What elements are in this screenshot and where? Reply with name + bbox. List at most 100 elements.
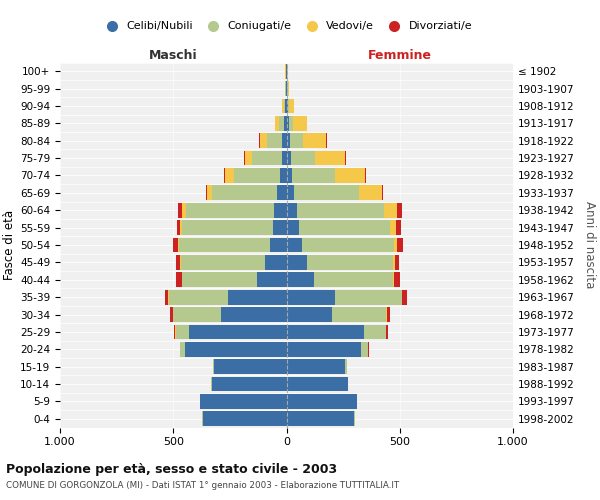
Bar bbox=[211, 376, 212, 392]
Bar bbox=[290, 134, 304, 148]
Bar bbox=[283, 134, 287, 148]
Bar bbox=[403, 290, 407, 304]
Bar bbox=[287, 81, 288, 96]
Bar bbox=[359, 186, 382, 200]
Bar bbox=[173, 307, 221, 322]
Bar bbox=[278, 116, 284, 130]
Bar bbox=[288, 81, 289, 96]
Y-axis label: Anni di nascita: Anni di nascita bbox=[583, 202, 596, 288]
Bar bbox=[203, 412, 287, 426]
Bar bbox=[296, 203, 384, 218]
Bar bbox=[273, 220, 287, 235]
Bar bbox=[286, 81, 287, 96]
Bar bbox=[299, 220, 389, 235]
Text: Femmine: Femmine bbox=[368, 48, 432, 62]
Bar bbox=[332, 307, 386, 322]
Bar bbox=[170, 307, 173, 322]
Bar bbox=[182, 272, 257, 287]
Bar bbox=[287, 307, 332, 322]
Bar bbox=[260, 134, 266, 148]
Bar bbox=[235, 168, 280, 183]
Bar bbox=[214, 360, 287, 374]
Bar bbox=[284, 98, 286, 114]
Bar bbox=[280, 168, 287, 183]
Bar bbox=[347, 376, 349, 392]
Bar bbox=[289, 98, 294, 114]
Bar bbox=[176, 255, 181, 270]
Bar bbox=[244, 150, 245, 166]
Bar bbox=[335, 290, 402, 304]
Bar bbox=[283, 98, 284, 114]
Bar bbox=[174, 324, 175, 340]
Bar bbox=[207, 186, 212, 200]
Bar bbox=[284, 116, 287, 130]
Bar bbox=[212, 376, 287, 392]
Bar bbox=[287, 272, 314, 287]
Bar bbox=[287, 134, 290, 148]
Bar bbox=[266, 134, 283, 148]
Bar bbox=[182, 203, 186, 218]
Bar bbox=[287, 186, 295, 200]
Bar bbox=[287, 168, 292, 183]
Bar bbox=[269, 238, 287, 252]
Bar bbox=[221, 307, 287, 322]
Bar bbox=[245, 150, 252, 166]
Bar bbox=[281, 150, 287, 166]
Bar bbox=[287, 412, 355, 426]
Bar bbox=[265, 255, 287, 270]
Bar bbox=[386, 307, 390, 322]
Bar bbox=[274, 203, 287, 218]
Bar bbox=[226, 168, 235, 183]
Bar bbox=[287, 220, 299, 235]
Bar bbox=[287, 360, 346, 374]
Bar bbox=[386, 324, 388, 340]
Bar bbox=[293, 116, 307, 130]
Bar bbox=[176, 324, 189, 340]
Bar bbox=[287, 238, 302, 252]
Bar bbox=[186, 203, 274, 218]
Bar bbox=[185, 342, 287, 356]
Bar bbox=[361, 342, 368, 356]
Bar bbox=[287, 255, 307, 270]
Bar bbox=[384, 203, 397, 218]
Text: COMUNE DI GORGONZOLA (MI) - Dati ISTAT 1° gennaio 2003 - Elaborazione TUTTITALIA: COMUNE DI GORGONZOLA (MI) - Dati ISTAT 1… bbox=[6, 481, 399, 490]
Bar bbox=[287, 342, 361, 356]
Bar bbox=[200, 394, 287, 409]
Bar bbox=[287, 376, 347, 392]
Bar bbox=[286, 98, 287, 114]
Bar bbox=[316, 150, 345, 166]
Bar bbox=[181, 220, 182, 235]
Bar bbox=[257, 272, 287, 287]
Y-axis label: Fasce di età: Fasce di età bbox=[3, 210, 16, 280]
Bar bbox=[397, 238, 403, 252]
Bar bbox=[345, 150, 346, 166]
Bar bbox=[346, 360, 347, 374]
Bar bbox=[289, 116, 293, 130]
Text: Popolazione per età, sesso e stato civile - 2003: Popolazione per età, sesso e stato civil… bbox=[6, 462, 337, 475]
Bar bbox=[189, 324, 287, 340]
Bar bbox=[365, 168, 366, 183]
Bar bbox=[181, 255, 265, 270]
Bar bbox=[277, 186, 287, 200]
Bar bbox=[314, 272, 393, 287]
Bar bbox=[393, 272, 394, 287]
Bar bbox=[287, 150, 290, 166]
Bar bbox=[275, 116, 278, 130]
Bar bbox=[213, 360, 214, 374]
Bar bbox=[176, 272, 182, 287]
Bar bbox=[287, 203, 296, 218]
Bar bbox=[382, 186, 383, 200]
Bar bbox=[287, 324, 364, 340]
Bar bbox=[304, 134, 326, 148]
Bar bbox=[177, 220, 181, 235]
Bar bbox=[290, 150, 316, 166]
Bar bbox=[394, 238, 397, 252]
Bar bbox=[212, 186, 277, 200]
Bar bbox=[180, 342, 185, 356]
Bar bbox=[179, 238, 269, 252]
Bar bbox=[169, 290, 227, 304]
Bar bbox=[335, 168, 365, 183]
Bar bbox=[393, 255, 395, 270]
Bar bbox=[397, 203, 402, 218]
Bar bbox=[285, 81, 286, 96]
